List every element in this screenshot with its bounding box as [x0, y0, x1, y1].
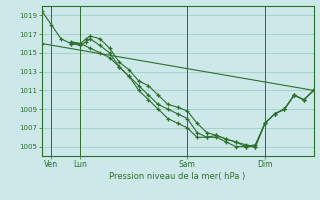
X-axis label: Pression niveau de la mer( hPa ): Pression niveau de la mer( hPa ): [109, 172, 246, 181]
